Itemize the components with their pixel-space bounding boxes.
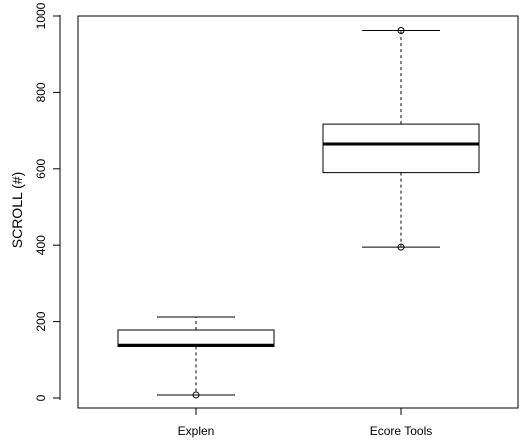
x-tick-label-ecore-tools: Ecore Tools <box>370 424 432 438</box>
x-axis-categories: Explen Ecore Tools <box>178 408 432 438</box>
outlier-explen-0 <box>192 391 200 399</box>
y-tick-label-400: 400 <box>34 235 48 255</box>
y-tick-label-0: 0 <box>34 394 48 401</box>
y-axis-title: SCROLL (#) <box>9 172 25 249</box>
y-axis-ticks: 0 200 400 600 800 1000 <box>34 2 60 401</box>
y-tick-label-200: 200 <box>34 311 48 331</box>
y-tick-label-1000: 1000 <box>34 2 48 29</box>
boxes-group <box>117 27 480 399</box>
outlier-ecore-tools-0 <box>397 243 405 251</box>
y-tick-label-800: 800 <box>34 82 48 102</box>
plot-frame <box>77 15 519 409</box>
x-tick-label-explen: Explen <box>178 424 215 438</box>
box-ecore-tools <box>322 123 480 174</box>
y-tick-label-600: 600 <box>34 158 48 178</box>
outlier-ecore-tools-1 <box>397 27 405 35</box>
